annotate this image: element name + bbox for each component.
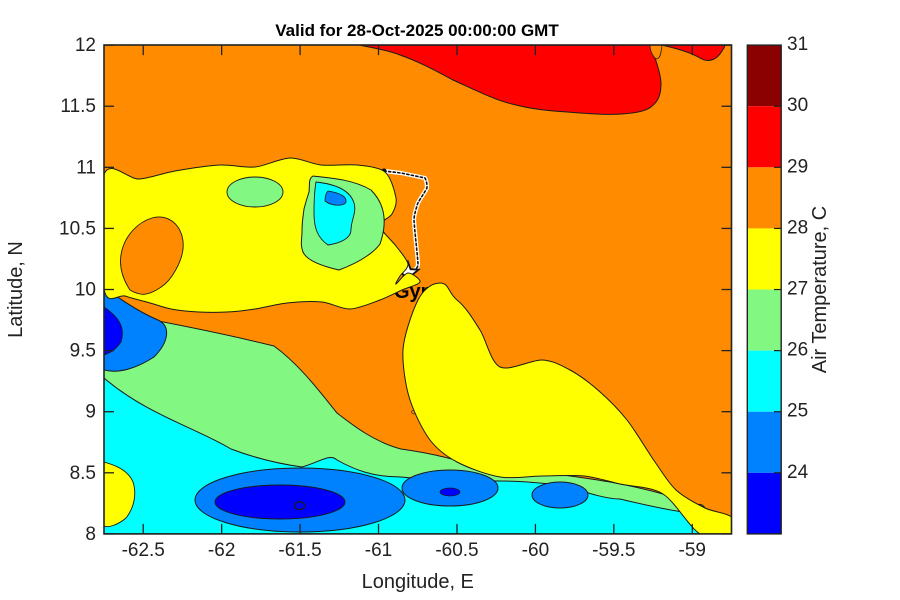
svg-text:29: 29 <box>787 156 808 177</box>
svg-text:10: 10 <box>75 280 96 301</box>
svg-text:31: 31 <box>787 34 808 55</box>
svg-text:-59: -59 <box>679 540 706 561</box>
svg-text:9.5: 9.5 <box>70 341 96 362</box>
svg-text:-60.5: -60.5 <box>435 540 478 561</box>
svg-text:Longitude, E: Longitude, E <box>362 571 474 593</box>
svg-text:25: 25 <box>787 401 808 422</box>
svg-text:24: 24 <box>787 462 809 483</box>
svg-text:-61: -61 <box>365 540 392 561</box>
svg-text:11.5: 11.5 <box>60 96 96 117</box>
svg-text:-61.5: -61.5 <box>278 540 321 561</box>
svg-text:Air Temperature, C: Air Temperature, C <box>809 206 831 373</box>
svg-text:Valid for 28-Oct-2025 00:00:00: Valid for 28-Oct-2025 00:00:00 GMT <box>275 21 559 40</box>
svg-text:30: 30 <box>787 95 808 116</box>
svg-text:12: 12 <box>75 35 96 56</box>
svg-text:-59.5: -59.5 <box>592 540 635 561</box>
svg-text:-62.5: -62.5 <box>122 540 165 561</box>
svg-text:10.5: 10.5 <box>59 218 96 239</box>
svg-text:Latitude, N: Latitude, N <box>5 241 27 338</box>
svg-text:27: 27 <box>787 279 808 300</box>
svg-text:-62: -62 <box>208 540 235 561</box>
svg-text:26: 26 <box>787 340 808 361</box>
svg-text:-60: -60 <box>522 540 549 561</box>
svg-text:8: 8 <box>85 524 96 545</box>
svg-text:28: 28 <box>787 217 808 238</box>
svg-text:8.5: 8.5 <box>70 463 96 484</box>
svg-text:9: 9 <box>85 402 96 423</box>
svg-text:11: 11 <box>76 157 96 178</box>
